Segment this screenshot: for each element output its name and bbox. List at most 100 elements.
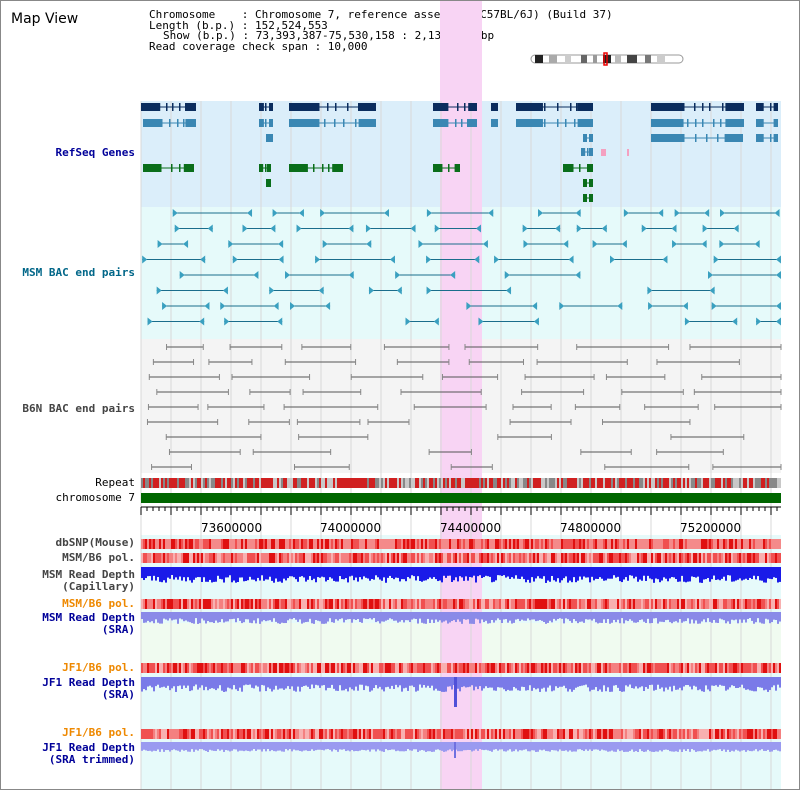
polymorphism-cell [313,663,315,673]
repeat-mark [391,478,393,488]
polymorphism-cell [517,553,519,563]
polymorphism-cell [185,729,187,739]
read-depth-bar [623,567,625,580]
read-depth-bar [621,677,623,692]
polymorphism-cell [243,539,245,549]
polymorphism-cell [261,599,263,609]
polymorphism-cell [229,599,231,609]
polymorphism-cell [763,599,765,609]
read-depth-bar [227,612,229,622]
chromosome-ideogram[interactable] [529,51,689,67]
read-depth-bar [575,742,577,752]
read-depth-bar [529,567,531,583]
polymorphism-cell [335,553,337,563]
repeat-mark [479,478,481,488]
repeat-mark [277,478,279,488]
read-depth-bar [449,677,451,687]
repeat-mark [765,478,767,488]
read-depth-bar [433,612,435,623]
read-depth-bar [223,677,225,692]
read-depth-bar [319,612,321,622]
read-depth-bar [193,612,195,624]
read-depth-bar [493,567,495,582]
read-depth-bar [591,612,593,621]
polymorphism-cell [217,729,219,739]
polymorphism-cell [427,599,429,609]
polymorphism-cell [529,599,531,609]
polymorphism-cell [425,553,427,563]
polymorphism-cell [737,729,739,739]
polymorphism-cell [381,553,383,563]
read-depth-bar [201,742,203,750]
gene-exon [289,164,308,172]
polymorphism-cell [503,553,505,563]
polymorphism-cell [365,539,367,549]
polymorphism-cell [533,729,535,739]
polymorphism-cell [447,663,449,673]
read-depth-bar [573,742,575,752]
polymorphism-cell [537,539,539,549]
polymorphism-cell [363,599,365,609]
read-depth-bar [317,567,319,578]
read-depth-bar [581,677,583,686]
polymorphism-cell [731,553,733,563]
read-depth-bar [625,742,627,752]
bac-end-marker [713,255,719,264]
repeat-mark [649,478,651,488]
polymorphism-cell [733,599,735,609]
read-depth-bar [511,742,513,752]
read-depth-bar [775,612,777,620]
polymorphism-cell [591,539,593,549]
polymorphism-cell [349,553,351,563]
polymorphism-cell [673,539,675,549]
read-depth-bar [249,612,251,623]
polymorphism-cell [221,553,223,563]
polymorphism-cell [597,663,599,673]
polymorphism-cell [171,663,173,673]
polymorphism-cell [649,663,651,673]
polymorphism-cell [637,663,639,673]
repeat-mark [637,478,639,488]
polymorphism-cell [637,539,639,549]
polymorphism-cell [233,729,235,739]
repeat-mark [759,478,761,488]
read-depth-bar [731,567,733,582]
read-depth-bar [537,742,539,752]
polymorphism-cell [233,539,235,549]
polymorphism-cell [211,663,213,673]
read-depth-bar [767,677,769,692]
repeat-mark [411,478,413,488]
read-depth-bar [717,567,719,580]
polymorphism-cell [743,599,745,609]
polymorphism-cell [745,539,747,549]
read-depth-bar [433,677,435,691]
polymorphism-cell [599,599,601,609]
bac-end-marker [200,255,206,264]
bac-end-marker [707,271,713,279]
read-depth-bar [321,742,323,750]
gene-exon [141,103,161,111]
gene-exon-tick [171,164,173,172]
repeat-mark [245,478,247,488]
polymorphism-cell [763,539,765,549]
polymorphism-cell [685,599,687,609]
read-depth-bar [305,742,307,751]
bac-end-marker [623,209,629,217]
bac-end-marker [774,209,780,217]
read-depth-bar [599,742,601,751]
polymorphism-cell [165,663,167,673]
read-depth-bar [561,612,563,619]
read-depth-bar [193,677,195,687]
read-depth-bar [187,677,189,686]
read-depth-bar [373,612,375,619]
polymorphism-cell [575,663,577,673]
read-depth-bar [645,612,647,623]
bac-end-marker [701,240,707,248]
gene-exon-tick [565,119,567,127]
bac-end-marker [482,240,488,248]
read-depth-bar [525,677,527,691]
polymorphism-cell [583,599,585,609]
read-depth-bar [553,567,555,581]
gene-exon-tick [343,119,345,127]
